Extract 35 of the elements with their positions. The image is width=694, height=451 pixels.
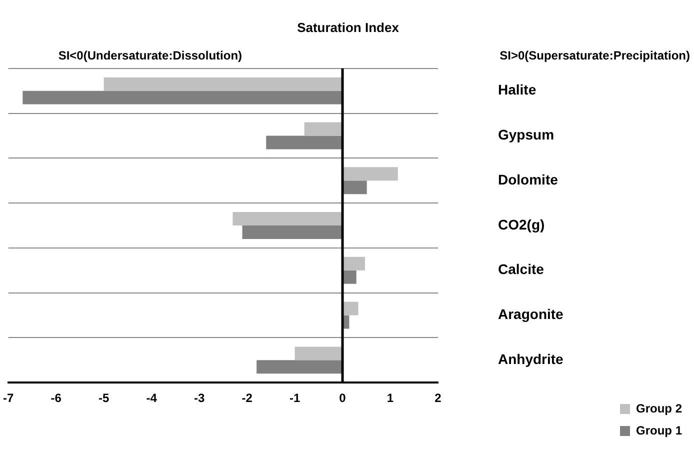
x-tick-label: -6 bbox=[50, 391, 62, 406]
chart-title: Saturation Index bbox=[297, 20, 400, 36]
x-tick-label: -2 bbox=[242, 391, 253, 406]
bar bbox=[22, 90, 343, 104]
x-tick-label: -4 bbox=[146, 391, 158, 406]
x-tick-label: -5 bbox=[98, 391, 110, 406]
y-tick-label: Aragonite bbox=[498, 306, 564, 322]
x-tick-label: -7 bbox=[3, 391, 14, 406]
bar bbox=[256, 360, 343, 374]
legend-label: Group 2 bbox=[636, 401, 682, 416]
bar bbox=[342, 256, 365, 270]
bar bbox=[266, 136, 343, 150]
bar bbox=[294, 346, 343, 360]
bar bbox=[304, 122, 343, 136]
bar bbox=[342, 302, 358, 316]
bar bbox=[342, 180, 367, 194]
y-tick-label: Halite bbox=[498, 82, 536, 98]
x-tick-label: -3 bbox=[194, 391, 205, 406]
y-tick-label: Dolomite bbox=[498, 171, 558, 188]
x-tick-label: 1 bbox=[386, 391, 394, 406]
y-tick-label: Calcite bbox=[498, 261, 544, 278]
bar bbox=[104, 77, 343, 91]
text: SI<0(Undersaturate:Dissolution) bbox=[58, 48, 242, 63]
x-tick-label: -1 bbox=[289, 391, 300, 406]
bar bbox=[342, 270, 356, 284]
y-tick-label: CO2(g) bbox=[498, 216, 545, 232]
x-tick-label: 2 bbox=[434, 391, 442, 406]
legend-label: Group 1 bbox=[636, 423, 682, 438]
bar bbox=[342, 167, 398, 181]
bar bbox=[242, 226, 343, 239]
bar bbox=[232, 212, 343, 226]
y-tick-label: Gypsum bbox=[498, 126, 554, 143]
y-tick-label: Anhydrite bbox=[498, 351, 564, 368]
x-tick-label: 0 bbox=[339, 391, 346, 406]
text: SI>0(Supersaturate:Precipitation) bbox=[500, 48, 690, 63]
